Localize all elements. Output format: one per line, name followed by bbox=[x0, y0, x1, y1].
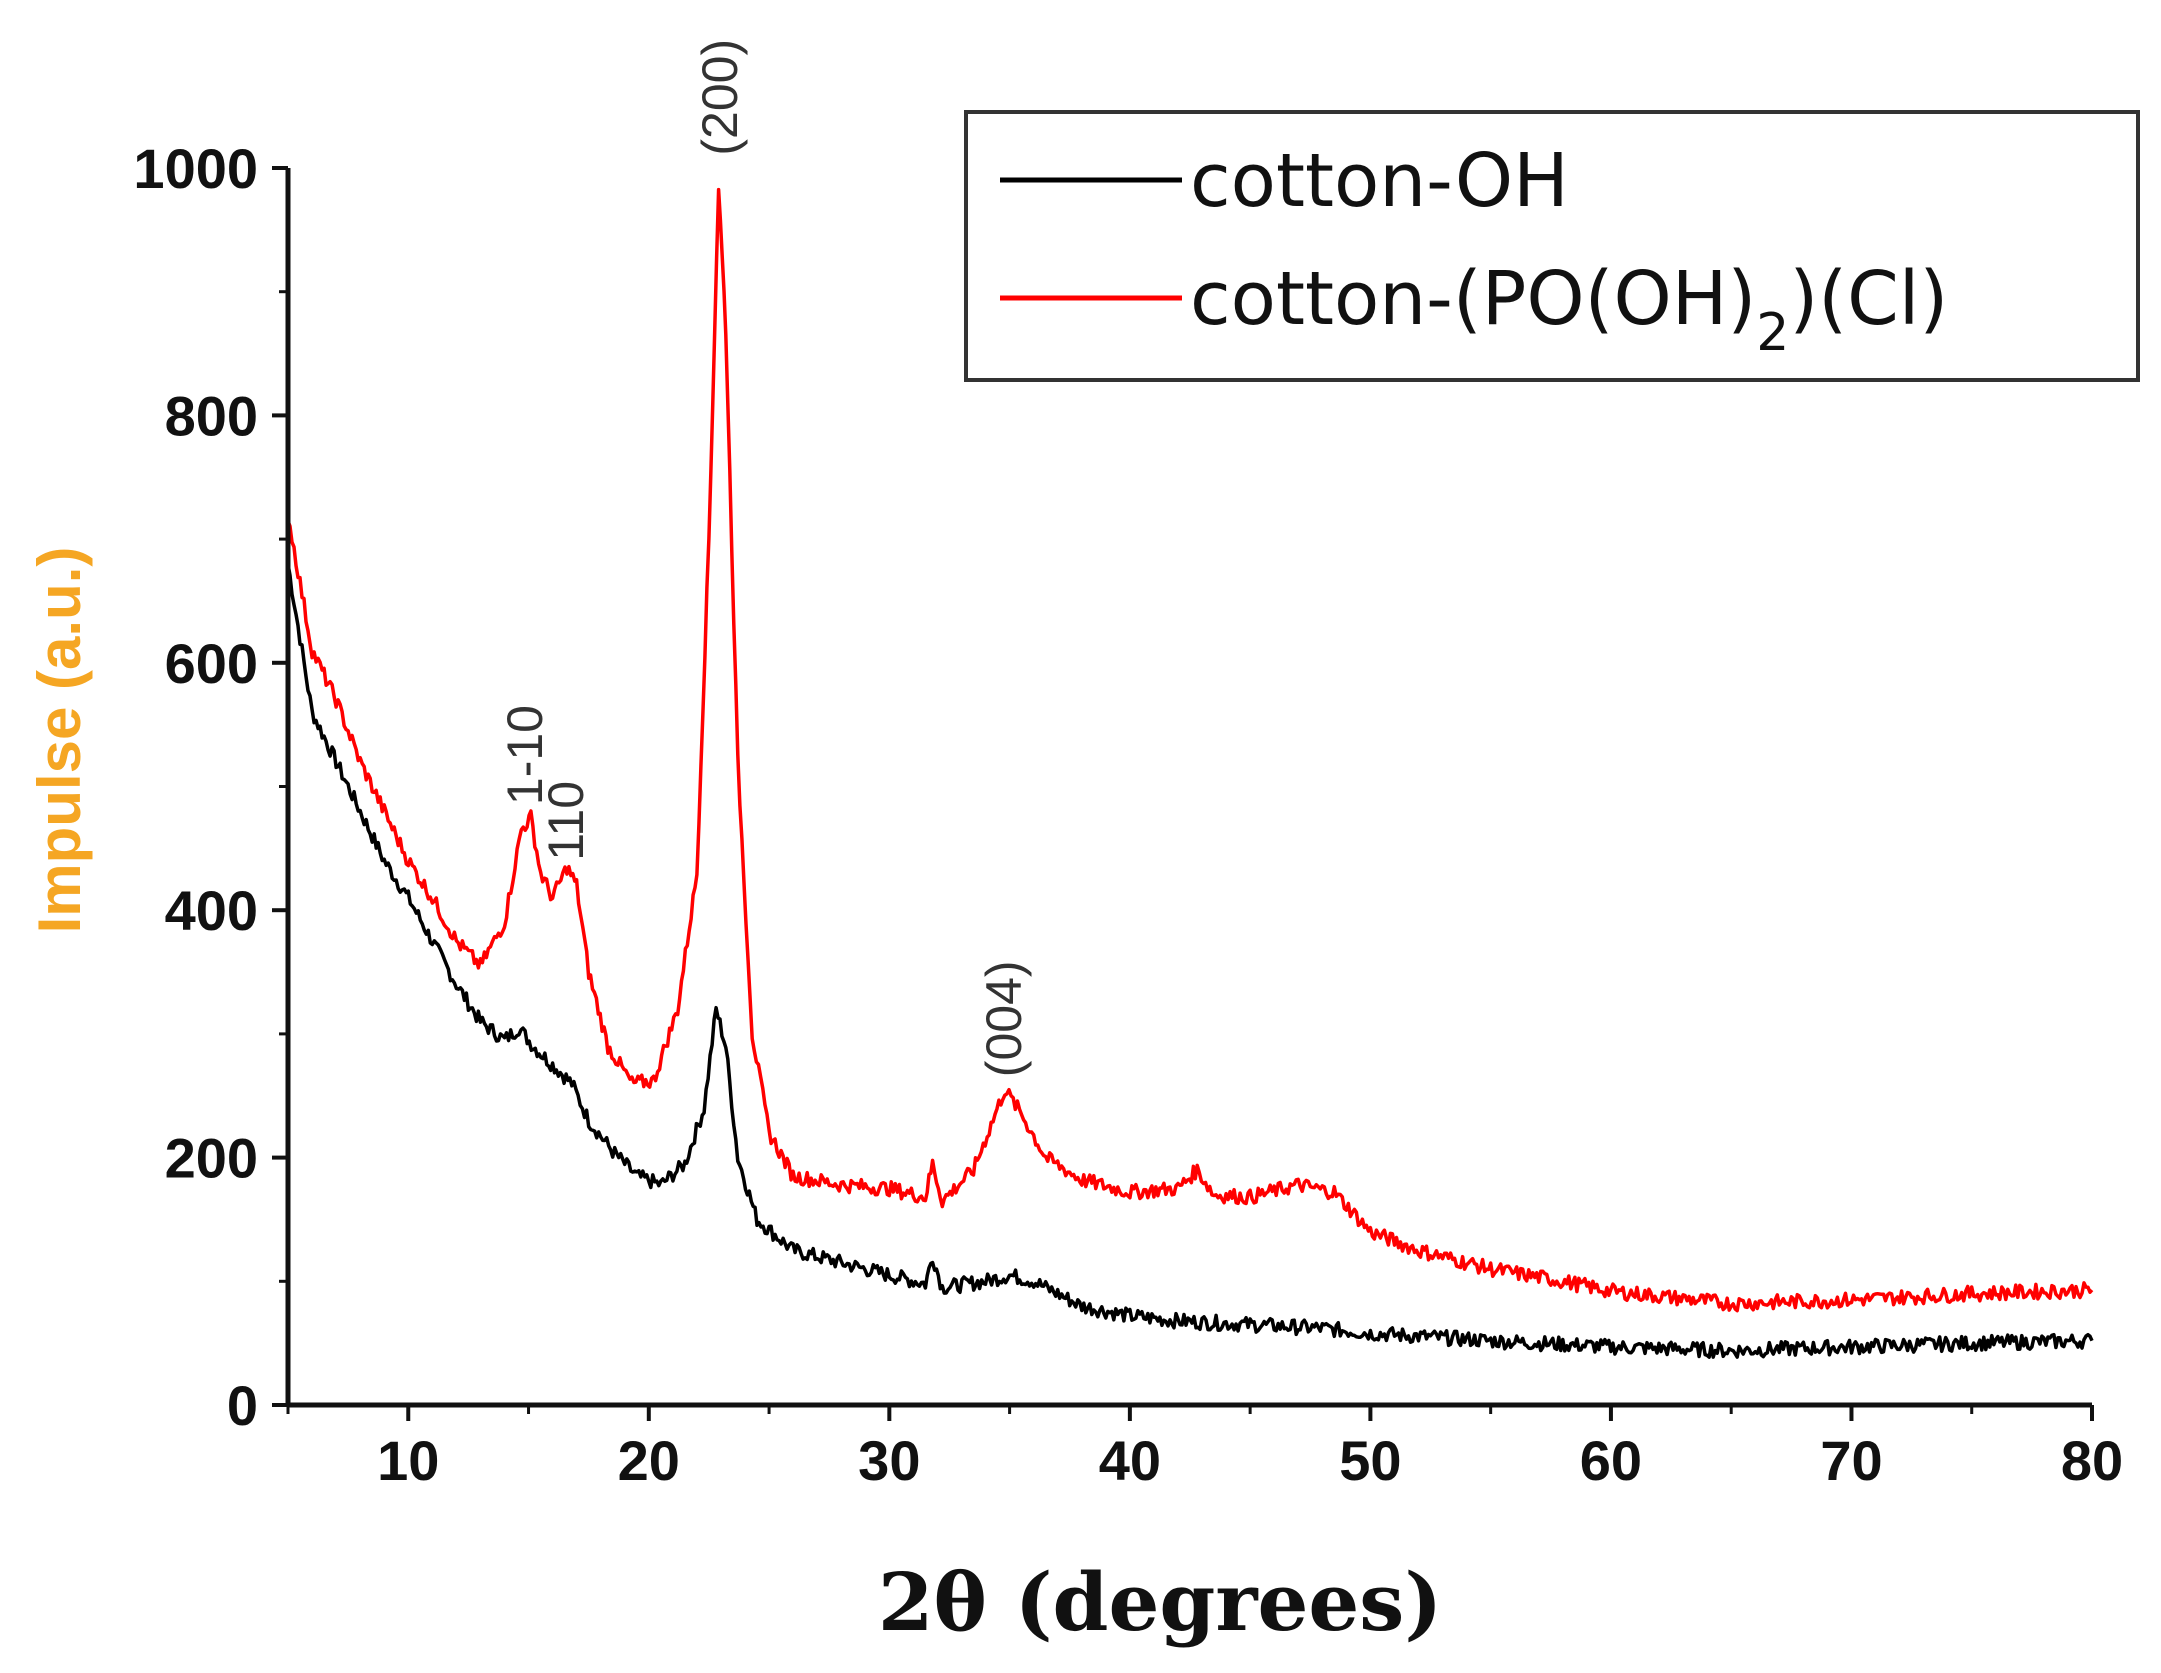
x-tick-label: 20 bbox=[618, 1429, 680, 1492]
legend-label: cotton-(PO(OH)2)(Cl) bbox=[1190, 256, 1948, 363]
x-tick-label: 80 bbox=[2061, 1429, 2123, 1492]
x-tick-label: 40 bbox=[1099, 1429, 1161, 1492]
axes-group: 0 200 400 600 800 1000 10 20 30 40 50 60 70 80 bbox=[133, 137, 2123, 1492]
series-line-0 bbox=[286, 563, 2094, 1359]
series-line-1 bbox=[286, 187, 2094, 1313]
y-tick-label: 200 bbox=[165, 1127, 258, 1190]
peak-label: 110 bbox=[538, 781, 594, 861]
x-axis-title: 2θ (degrees) bbox=[878, 1555, 1442, 1649]
x-tick-label: 10 bbox=[377, 1429, 439, 1492]
peak-label: (004) bbox=[976, 960, 1032, 1077]
legend: cotton-OH cotton-(PO(OH)2)(Cl) bbox=[964, 110, 2140, 382]
legend-label: cotton-OH bbox=[1190, 138, 1569, 224]
x-tick-label: 50 bbox=[1339, 1429, 1401, 1492]
peak-label: 1-10 bbox=[497, 705, 553, 805]
legend-box bbox=[964, 110, 2140, 382]
series-group bbox=[286, 187, 2094, 1359]
y-tick-label: 400 bbox=[165, 879, 258, 942]
y-tick-label: 0 bbox=[227, 1374, 258, 1437]
y-tick-label: 800 bbox=[165, 384, 258, 447]
y-tick-label: 1000 bbox=[133, 137, 258, 200]
x-tick-label: 60 bbox=[1580, 1429, 1642, 1492]
x-tick-label: 70 bbox=[1820, 1429, 1882, 1492]
x-tick-label: 30 bbox=[858, 1429, 920, 1492]
peak-label: (200) bbox=[692, 39, 748, 156]
y-tick-label: 600 bbox=[165, 632, 258, 695]
y-axis-title: Impulse (a.u.) bbox=[26, 547, 93, 934]
